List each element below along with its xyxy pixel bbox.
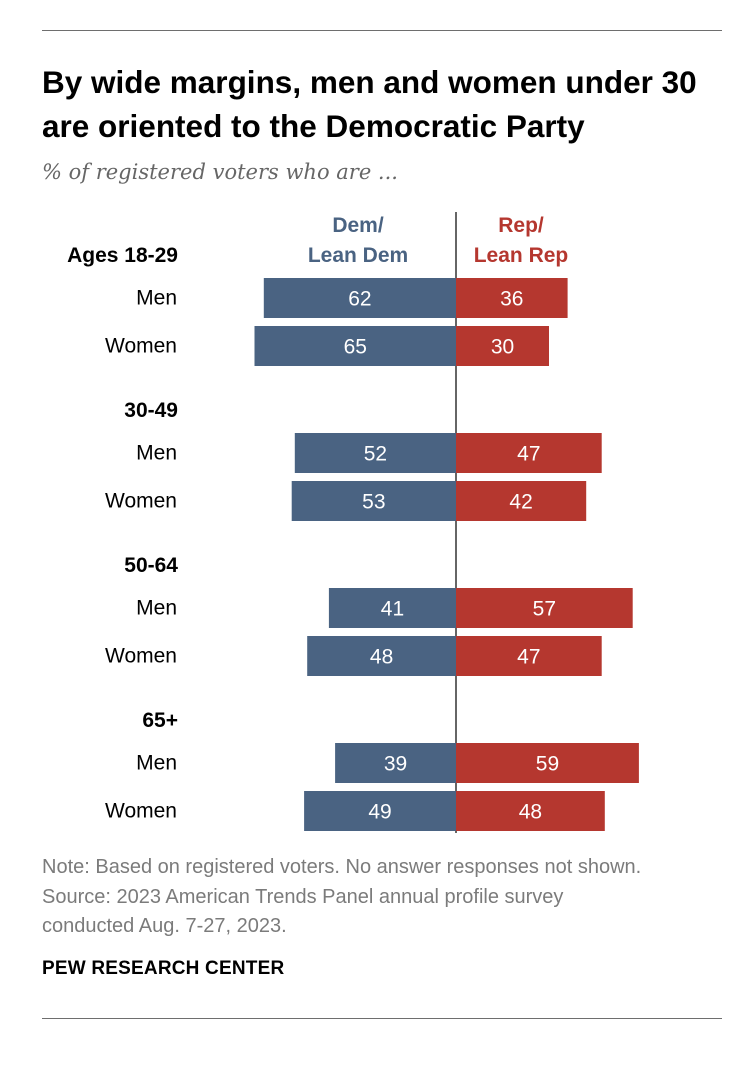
chart-title: By wide margins, men and women under 30 … [42, 64, 697, 144]
value-label-rep-lean-rep-50-64-men: 57 [533, 598, 556, 621]
value-label-rep-lean-rep-30-49-women: 42 [509, 491, 532, 514]
bar-dem-lean-dem-65-men [335, 743, 456, 783]
bar-rep-lean-rep-30-49-women [456, 481, 587, 521]
row-label-30-49-women: Women [105, 490, 177, 513]
source-line: conducted Aug. 7-27, 2023. [42, 915, 287, 937]
value-label-rep-lean-rep-50-64-women: 47 [517, 646, 540, 669]
value-label-dem-lean-dem-65-men: 39 [384, 753, 407, 776]
group-label-65: 65+ [142, 709, 178, 732]
value-label-dem-lean-dem-30-49-men: 52 [364, 443, 387, 466]
bar-rep-lean-rep-50-64-men [456, 588, 633, 628]
row-label-65-men: Men [136, 752, 177, 775]
group-label-50-64: 50-64 [124, 554, 178, 577]
chart-subtitle: % of registered voters who are ... [42, 160, 398, 184]
row-label-50-64-men: Men [136, 597, 177, 620]
bar-dem-lean-dem-ages-18-29-women [254, 326, 456, 366]
bar-dem-lean-dem-30-49-men [294, 433, 456, 473]
series-header-dem-lean-dem: Dem/ [332, 214, 384, 237]
bar-dem-lean-dem-65-women [304, 791, 456, 831]
row-label-65-women: Women [105, 800, 177, 823]
source-line: Source: 2023 American Trends Panel annua… [42, 885, 564, 908]
value-label-rep-lean-rep-ages-18-29-women: 30 [491, 336, 514, 359]
row-label-ages-18-29-women: Women [105, 335, 177, 358]
row-label-30-49-men: Men [136, 442, 177, 465]
bar-dem-lean-dem-ages-18-29-men [263, 278, 456, 318]
value-label-rep-lean-rep-ages-18-29-men: 36 [500, 288, 523, 311]
bar-rep-lean-rep-65-men [456, 743, 639, 783]
bottom-rule [42, 1018, 722, 1019]
value-label-dem-lean-dem-50-64-women: 48 [370, 646, 393, 669]
series-header-dem-lean-dem: Lean Dem [308, 244, 408, 267]
row-label-ages-18-29-men: Men [136, 287, 177, 310]
row-label-50-64-women: Women [105, 645, 177, 668]
note-line: Note: Based on registered voters. No ans… [42, 856, 642, 878]
bar-dem-lean-dem-30-49-women [291, 481, 456, 521]
series-header-rep-lean-rep: Lean Rep [474, 244, 569, 267]
bar-rep-lean-rep-50-64-women [456, 636, 602, 676]
bar-rep-lean-rep-ages-18-29-men [456, 278, 568, 318]
value-label-dem-lean-dem-30-49-women: 53 [362, 491, 385, 514]
group-label-ages-18-29: Ages 18-29 [67, 244, 178, 267]
bar-dem-lean-dem-50-64-men [328, 588, 456, 628]
value-label-rep-lean-rep-30-49-men: 47 [517, 443, 540, 466]
pew-research-center-logo-text: PEW RESEARCH CENTER [42, 958, 285, 979]
value-label-rep-lean-rep-65-men: 59 [536, 753, 559, 776]
group-label-30-49: 30-49 [124, 399, 178, 422]
value-label-dem-lean-dem-ages-18-29-men: 62 [348, 288, 371, 311]
bar-rep-lean-rep-ages-18-29-women [456, 326, 549, 366]
top-rule [42, 30, 722, 31]
value-label-dem-lean-dem-65-women: 49 [368, 801, 391, 824]
bar-dem-lean-dem-50-64-women [307, 636, 456, 676]
value-label-rep-lean-rep-65-women: 48 [519, 801, 542, 824]
value-label-dem-lean-dem-50-64-men: 41 [381, 598, 404, 621]
bar-rep-lean-rep-30-49-men [456, 433, 602, 473]
bar-rep-lean-rep-65-women [456, 791, 605, 831]
chart-notes: Note: Based on registered voters. No ans… [42, 853, 742, 942]
value-label-dem-lean-dem-ages-18-29-women: 65 [344, 336, 367, 359]
series-header-rep-lean-rep: Rep/ [498, 214, 544, 237]
diverging-bar-chart: Dem/Lean Dem Rep/Lean Rep Ages 18-29 Men 62 3… [67, 212, 639, 833]
